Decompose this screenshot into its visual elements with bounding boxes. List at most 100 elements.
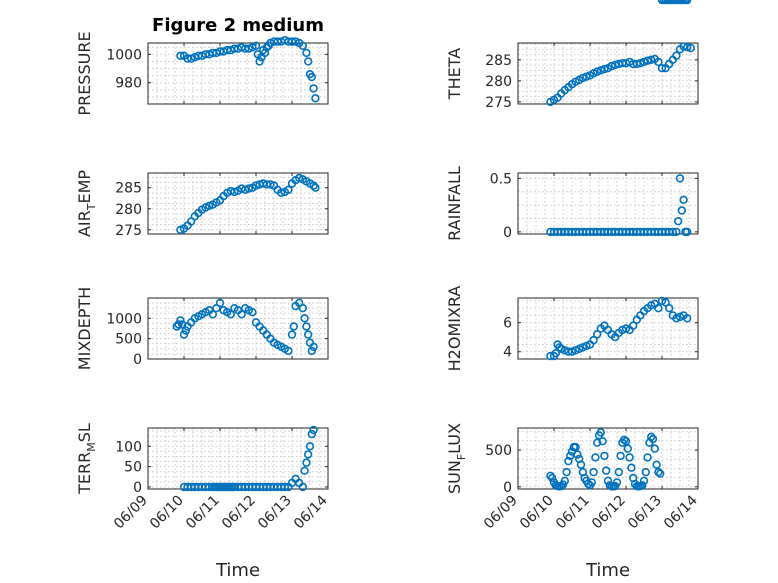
- y-axis-label-subscript: F: [455, 454, 468, 460]
- y-tick-label: 280: [115, 202, 142, 218]
- y-tick-label: 285: [115, 181, 142, 197]
- y-axis-label-rest: EMP: [75, 170, 94, 204]
- data-point: [641, 467, 650, 477]
- data-point: [668, 227, 677, 237]
- y-tick-label: 285: [485, 53, 512, 69]
- x-tick-label: 06/14: [661, 492, 701, 532]
- data-point: [598, 437, 607, 446]
- data-point: [643, 453, 652, 462]
- data-point: [632, 59, 641, 69]
- data-point: [300, 314, 309, 323]
- y-tick-label: 280: [485, 74, 512, 90]
- y-axis-label-main: THETA: [445, 48, 464, 100]
- data-point: [302, 458, 311, 467]
- data-point: [639, 57, 649, 67]
- data-point: [266, 180, 275, 189]
- data-point: [682, 227, 692, 237]
- y-axis-label: THETA: [445, 48, 464, 100]
- subplot-rainfall: 0 0.5 RAINFALL: [445, 166, 699, 241]
- data-point: [592, 330, 602, 339]
- data-point: [607, 61, 616, 71]
- data-point: [655, 469, 665, 478]
- y-axis-label-main: H2OMIXRA: [445, 286, 464, 372]
- x-tick-label: 06/11: [553, 493, 593, 533]
- y-tick-label: 0: [133, 352, 142, 368]
- y-tick-label: 0: [503, 480, 512, 496]
- axes-box: [147, 42, 329, 105]
- series-markers: [546, 42, 695, 107]
- subplot-pressure: 980 1000 PRESSURE Figure 2 medium: [75, 15, 329, 116]
- x-tick-label: 06/11: [183, 493, 223, 533]
- data-point: [277, 188, 286, 198]
- data-point: [628, 321, 638, 330]
- data-point: [302, 322, 311, 331]
- data-point: [547, 473, 557, 483]
- data-point: [309, 84, 318, 93]
- data-point: [307, 429, 316, 439]
- data-point: [596, 66, 605, 75]
- y-axis-label-subscript: M: [85, 442, 98, 452]
- data-point: [560, 476, 569, 486]
- data-point: [176, 51, 185, 60]
- data-point: [576, 460, 586, 469]
- data-point: [287, 330, 297, 339]
- data-point: [600, 451, 609, 461]
- data-point: [682, 42, 692, 52]
- data-point: [578, 73, 587, 83]
- data-point: [244, 184, 254, 193]
- data-point: [672, 51, 681, 60]
- y-tick-label: 4: [503, 345, 512, 361]
- y-axis-label-main: TERR: [75, 452, 94, 495]
- axes-box: [147, 172, 329, 235]
- data-point: [562, 467, 571, 477]
- axes-box: [517, 297, 699, 360]
- data-point: [619, 435, 629, 444]
- data-point: [215, 298, 225, 308]
- data-point: [657, 63, 667, 73]
- data-point: [298, 41, 307, 50]
- data-point: [179, 330, 189, 339]
- y-axis-label: H2OMIXRA: [445, 286, 464, 372]
- axes-box: [147, 297, 329, 360]
- x-tick-label: 06/10: [517, 493, 557, 533]
- x-tick-label: 06/09: [481, 493, 521, 533]
- data-point: [589, 467, 598, 477]
- data-point: [683, 0, 692, 5]
- y-axis-label: RAINFALL: [445, 166, 464, 241]
- x-tick-label: 06/10: [147, 493, 187, 533]
- subplot-theta: 275 280 285 THETA: [445, 42, 699, 111]
- data-point: [230, 187, 239, 197]
- data-point: [627, 463, 636, 472]
- data-point: [677, 206, 686, 215]
- data-point: [307, 346, 316, 356]
- data-point: [546, 471, 555, 480]
- y-tick-label: 1000: [106, 311, 142, 327]
- y-axis-label-rest: LUX: [445, 423, 464, 454]
- data-point: [686, 43, 695, 53]
- data-point: [304, 450, 313, 459]
- y-tick-label: 100: [115, 439, 142, 455]
- y-axis-label-main: MIXDEPTH: [75, 287, 94, 370]
- data-point: [621, 437, 631, 446]
- data-point: [311, 183, 320, 192]
- x-tick-label: 06/13: [625, 493, 665, 533]
- data-point: [255, 57, 264, 66]
- data-point: [616, 451, 625, 461]
- series-markers: [176, 35, 320, 103]
- y-axis-label: TERRMSL: [75, 423, 98, 495]
- x-tick-label: 06/13: [255, 493, 295, 533]
- data-point: [596, 428, 605, 437]
- y-axis-label-rest: SL: [75, 423, 94, 442]
- data-point: [309, 425, 318, 435]
- data-point: [679, 195, 688, 205]
- data-point: [208, 310, 218, 319]
- data-point: [625, 453, 634, 462]
- data-point: [637, 481, 647, 490]
- data-point: [672, 227, 681, 237]
- data-point: [612, 478, 622, 487]
- series-markers: [172, 298, 318, 356]
- y-tick-label: 50: [124, 460, 142, 476]
- data-point: [654, 304, 663, 313]
